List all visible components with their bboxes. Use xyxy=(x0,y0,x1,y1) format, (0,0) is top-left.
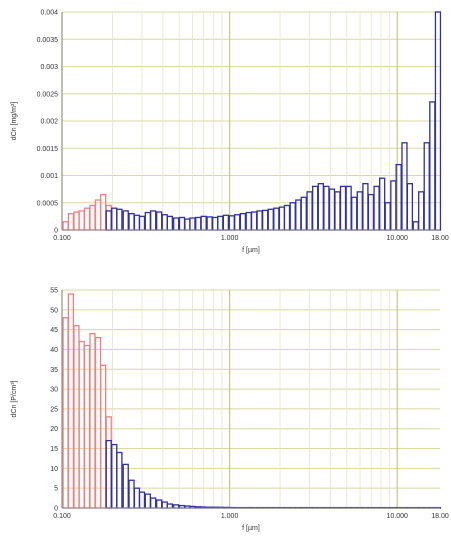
y-tick-label: 0.002 xyxy=(40,119,58,126)
y-tick-label: 0.004 xyxy=(40,10,58,17)
y-tick-label: 0 xyxy=(54,228,58,235)
x-tick-label: 0.100 xyxy=(53,513,71,520)
y-tick-label: 0.001 xyxy=(40,173,58,180)
y-tick-label: 0.0025 xyxy=(37,91,59,98)
y-tick-label: 5 xyxy=(54,486,58,493)
x-tick-label: 1.000 xyxy=(221,235,239,242)
y-tick-label: 10 xyxy=(50,466,58,473)
y-tick-label: 0.003 xyxy=(40,64,58,71)
y-tick-label: 15 xyxy=(50,446,58,453)
chart-number-concentration: 0 5 10 15 20 25 30 35 40 45 50 55 0.100 1.000 10.000 18… xyxy=(0,278,451,541)
y-tick-label: 0 xyxy=(54,506,58,513)
x-tick-label: 1.000 xyxy=(221,513,239,520)
y-tick-label: 0.0015 xyxy=(37,146,59,153)
x-axis-label: f [µm] xyxy=(242,525,260,532)
x-tick-label: 18.00 xyxy=(431,513,449,520)
x-axis-label: f [µm] xyxy=(242,247,260,254)
x-tick-label: 10.000 xyxy=(387,513,409,520)
y-tick-label: 25 xyxy=(50,406,58,413)
chart-mass-concentration: 0 0.0005 0.001 0.0015 0.002 0.0025 0.003 0.0035… xyxy=(0,0,451,268)
y-tick-label: 50 xyxy=(50,307,58,314)
x-tick-label: 0.100 xyxy=(53,235,71,242)
y-tick-label: 55 xyxy=(50,288,58,295)
y-tick-label: 0.0035 xyxy=(37,37,59,44)
y-tick-label: 0.0005 xyxy=(37,200,59,207)
plot-area xyxy=(62,290,440,508)
chart-mass-svg: 0 0.0005 0.001 0.0015 0.002 0.0025 0.003 0.0035… xyxy=(11,10,449,255)
y-axis-label: dCn [P/cm³] xyxy=(11,380,18,417)
y-axis-label: dCn [mg/m³] xyxy=(11,102,18,141)
y-tick-label: 35 xyxy=(50,367,58,374)
y-tick-label: 20 xyxy=(50,426,58,433)
y-tick-label: 45 xyxy=(50,327,58,334)
y-tick-label: 30 xyxy=(50,387,58,394)
chart-number-svg: 0 5 10 15 20 25 30 35 40 45 50 55 0.100 1.000 10.000 18… xyxy=(11,288,449,533)
x-tick-label: 10.000 xyxy=(387,235,409,242)
y-tick-label: 40 xyxy=(50,347,58,354)
x-tick-label: 18.00 xyxy=(431,235,449,242)
